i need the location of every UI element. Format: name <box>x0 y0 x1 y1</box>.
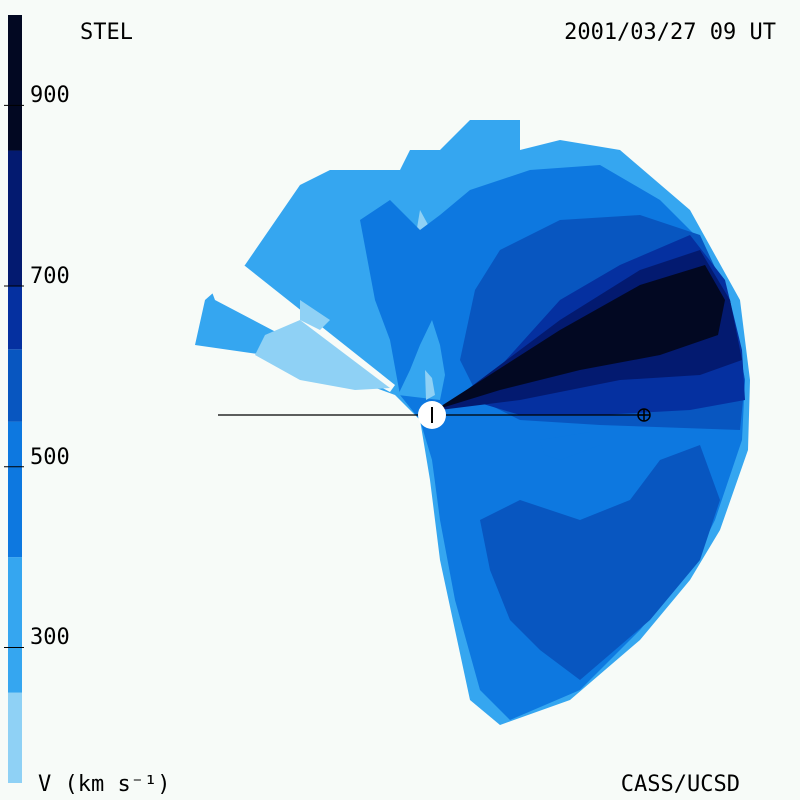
colorbar-band-4 <box>8 286 22 350</box>
region-v3-lower-blob <box>540 432 600 460</box>
colorbar-band-5 <box>8 150 22 287</box>
colorbar-unit-label: V (km s⁻¹) <box>38 772 171 797</box>
observatory-label: STEL <box>80 20 133 45</box>
colorbar-tick-label: 900 <box>30 83 70 109</box>
region-v1-left <box>255 320 390 390</box>
colorbar-band-2 <box>8 421 22 558</box>
region-v7-core <box>435 265 725 410</box>
region-v4-lower <box>480 445 720 680</box>
region-v2-inner <box>398 320 445 400</box>
colorbar-band-0 <box>8 692 22 783</box>
colorbar-band-1 <box>8 557 22 693</box>
colorbar-tick-label: 500 <box>30 444 70 470</box>
datetime-label: 2001/03/27 09 UT <box>564 20 776 45</box>
region-v1-inner <box>425 370 435 400</box>
colorbar-band-3 <box>8 349 22 422</box>
credit-label: CASS/UCSD <box>620 772 740 797</box>
colorbar-tick-label: 300 <box>30 625 70 651</box>
colorbar-band-6 <box>8 15 22 151</box>
region-v1-small <box>300 300 330 330</box>
colorbar-tick-label: 700 <box>30 264 70 290</box>
